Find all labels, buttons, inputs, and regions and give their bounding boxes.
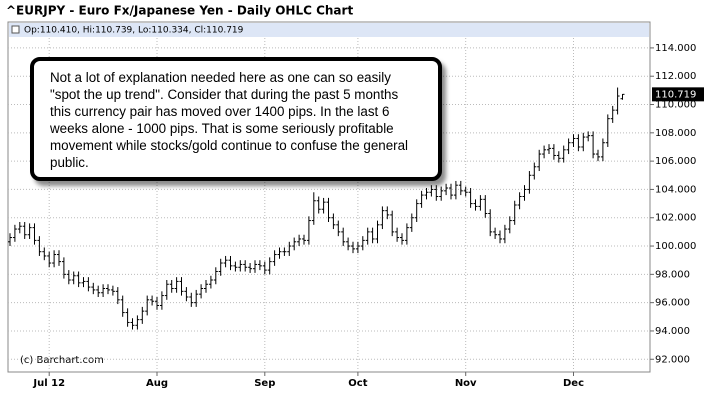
- x-tick-label: Sep: [254, 378, 275, 389]
- x-tick-label: Dec: [563, 378, 584, 389]
- copyright: (c) Barchart.com: [20, 355, 104, 366]
- y-tick-label: 94.000: [655, 326, 690, 337]
- y-tick-label: 114.000: [655, 43, 696, 54]
- y-tick-label: 102.000: [655, 213, 696, 224]
- x-tick-label: Jul 12: [32, 378, 65, 389]
- x-tick-label: Nov: [455, 378, 477, 389]
- last-price-box: [652, 87, 704, 102]
- readout-icon: [11, 25, 20, 34]
- last-price-label: 110.719: [655, 89, 696, 100]
- y-tick-label: 104.000: [655, 184, 696, 195]
- y-tick-label: 98.000: [655, 269, 690, 280]
- y-tick-label: 112.000: [655, 71, 696, 82]
- x-tick-label: Aug: [146, 378, 168, 389]
- annotation: Not a lot of explanation needed here as …: [30, 57, 442, 181]
- y-tick-label: 96.000: [655, 298, 690, 309]
- y-tick-label: 106.000: [655, 156, 696, 167]
- y-tick-label: 110.000: [655, 100, 696, 111]
- chart-title: ^EURJPY - Euro Fx/Japanese Yen - Daily O…: [6, 4, 353, 18]
- x-tick-label: Oct: [348, 378, 367, 389]
- y-tick-label: 108.000: [655, 128, 696, 139]
- y-tick-label: 100.000: [655, 241, 696, 252]
- readout-band: [9, 23, 649, 37]
- y-tick-label: 92.000: [655, 354, 690, 365]
- ohlc-readout: Op:110.410, Hi:110.739, Lo:110.334, Cl:1…: [24, 26, 244, 36]
